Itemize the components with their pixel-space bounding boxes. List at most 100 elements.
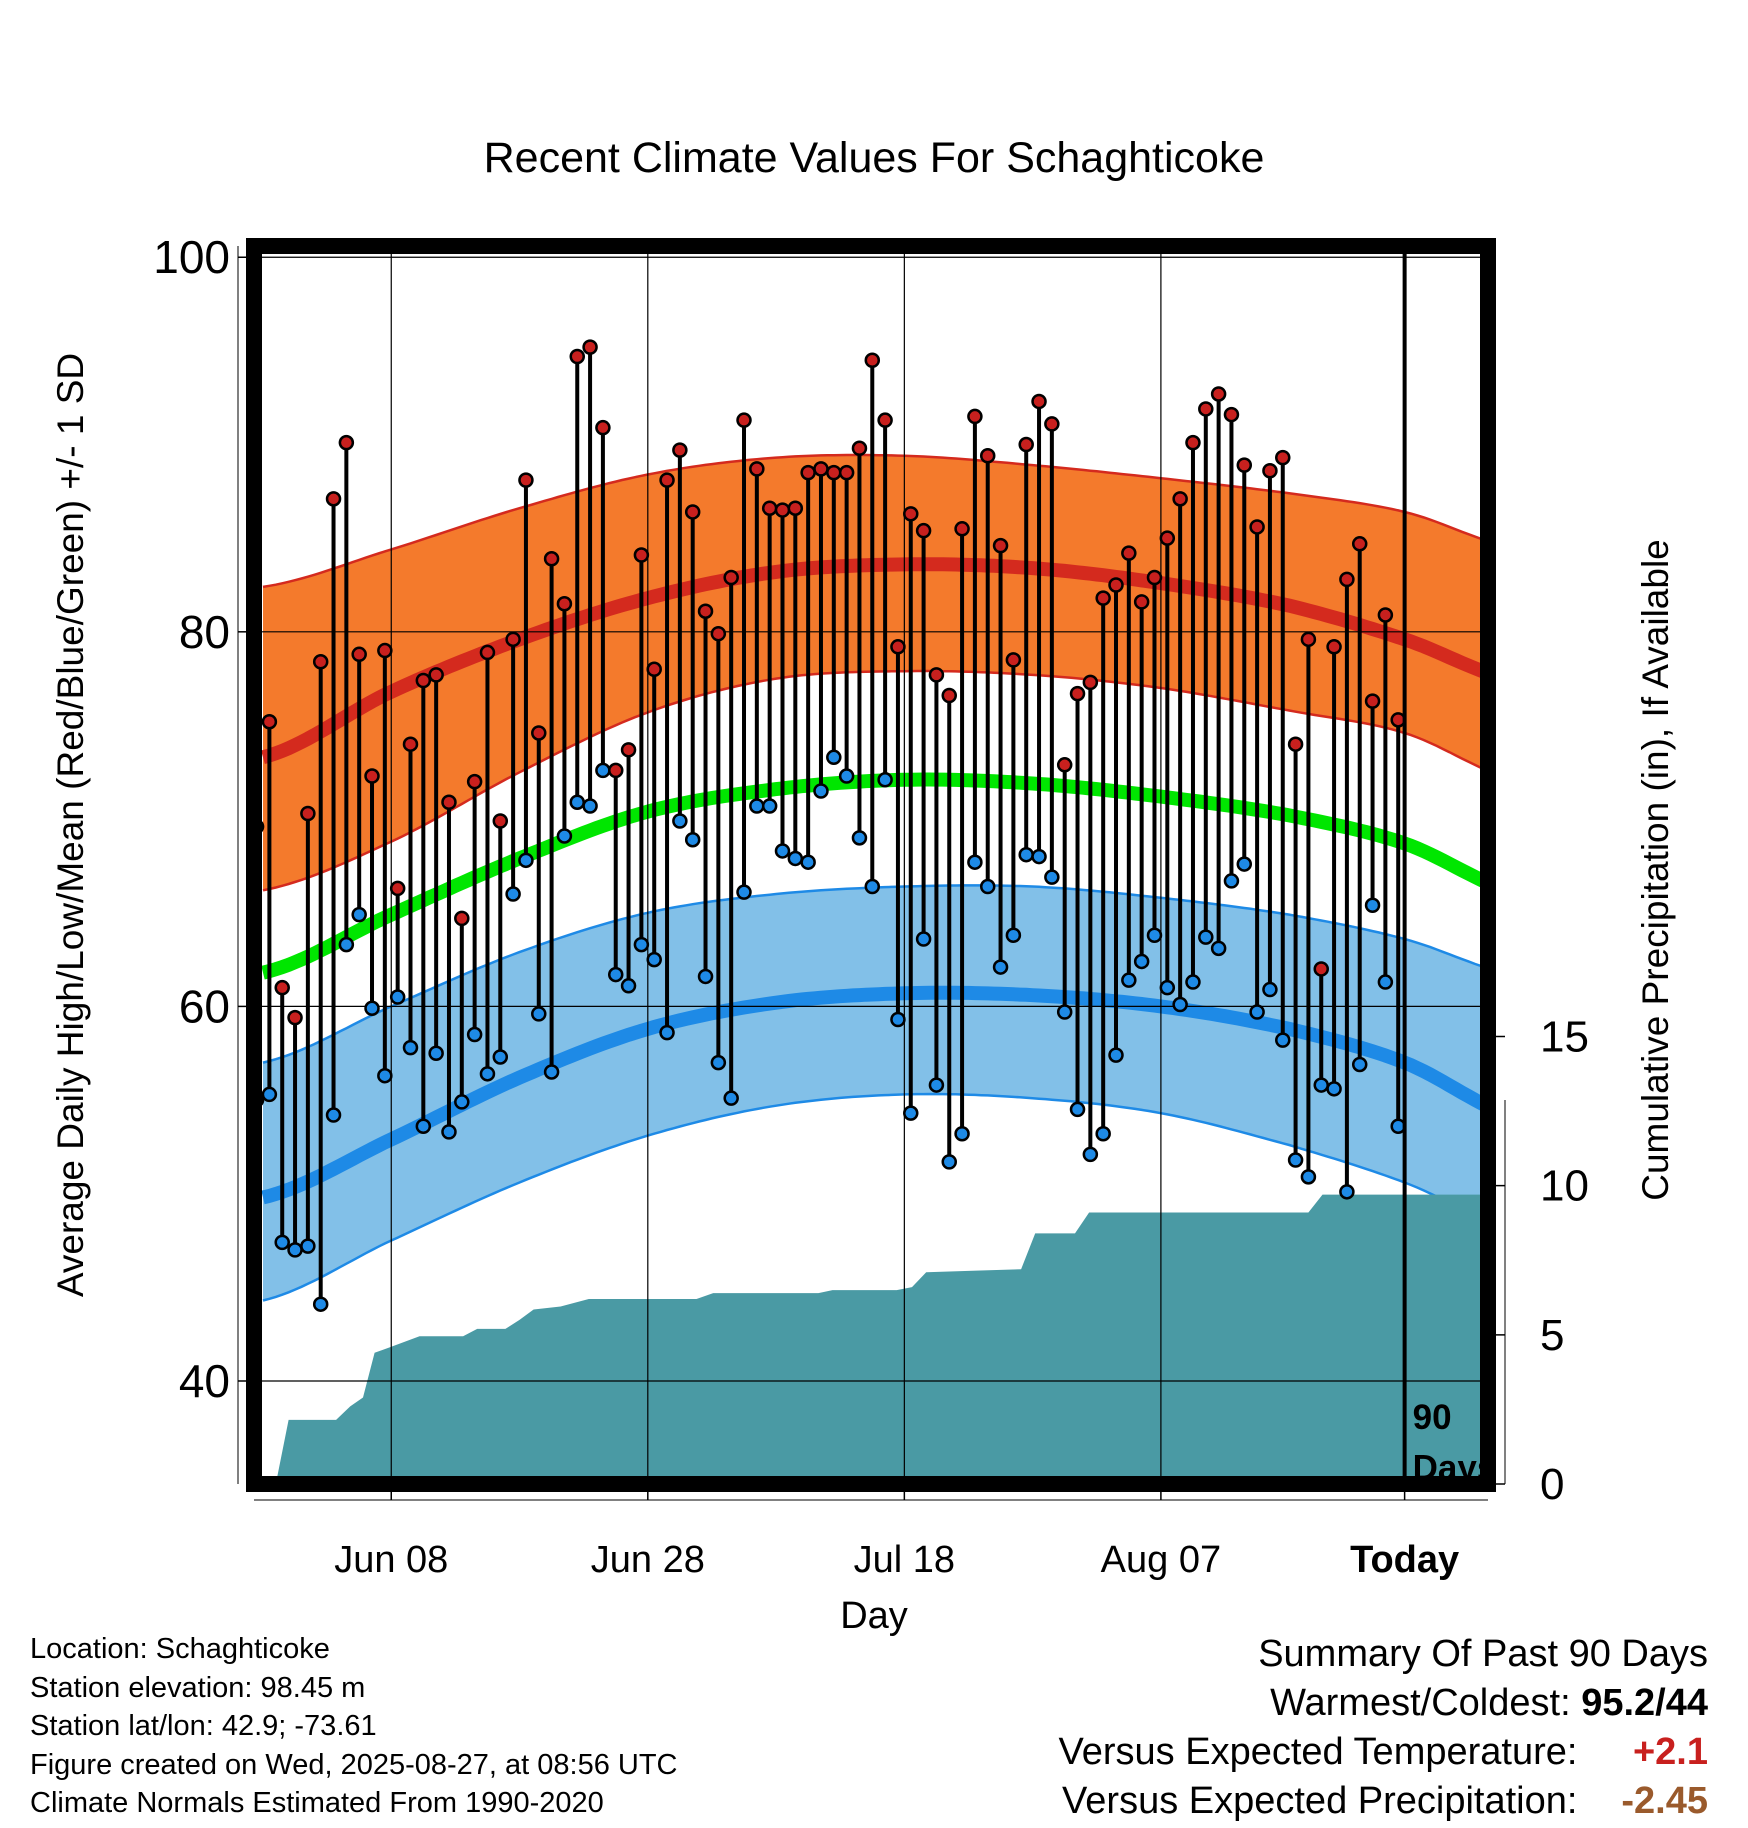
- high-point: [697, 603, 714, 619]
- low-point: [967, 854, 983, 870]
- location-text: Location: Schaghticoke: [30, 1633, 330, 1665]
- y2-axis-label: Cumulative Precipitation (in), If Availa…: [1635, 539, 1676, 1201]
- low-point: [1313, 1077, 1329, 1093]
- low-point: [646, 951, 662, 968]
- y-axis-label: Average Daily High/Low/Mean (Red/Blue/Gr…: [50, 353, 91, 1297]
- low-point: [1351, 1056, 1368, 1073]
- low-point: [1300, 1169, 1317, 1185]
- high-point: [1287, 736, 1304, 752]
- low-point: [749, 798, 765, 814]
- daily-stems: [254, 347, 1401, 1305]
- high-point: [813, 461, 829, 477]
- low-point: [928, 1077, 945, 1093]
- high-point: [1121, 545, 1137, 561]
- low-point: [877, 772, 893, 788]
- high-upper-edge: [262, 453, 1488, 589]
- low-point: [261, 1086, 278, 1103]
- low-point: [1082, 1146, 1099, 1163]
- low-point: [312, 1296, 329, 1312]
- high-point: [1236, 457, 1253, 473]
- high-point: [749, 461, 765, 477]
- low-point: [1210, 940, 1227, 957]
- high-point: [620, 742, 637, 758]
- warmest-label: Warmest/Coldest:: [1270, 1682, 1571, 1724]
- high-point: [582, 339, 598, 355]
- high-point: [479, 644, 496, 661]
- high-point: [633, 547, 650, 563]
- low-point: [697, 968, 714, 985]
- low-point: [479, 1066, 496, 1082]
- y2-tick-label: 10: [1540, 1162, 1589, 1211]
- low-point: [813, 783, 829, 799]
- low-point: [569, 794, 586, 811]
- temp-value: +2.1: [1632, 1731, 1708, 1773]
- high-point: [428, 667, 444, 683]
- normals-text: Climate Normals Estimated From 1990-2020: [30, 1787, 604, 1819]
- high-point: [531, 725, 547, 741]
- low-point: [1018, 846, 1034, 863]
- low-point: [1339, 1184, 1355, 1200]
- precip-value: -2.45: [1621, 1780, 1708, 1822]
- high-point: [1185, 434, 1201, 451]
- high-point: [402, 736, 419, 752]
- high-point: [1249, 519, 1265, 535]
- low-point: [1069, 1101, 1086, 1118]
- low-point: [620, 978, 637, 994]
- low-point: [1198, 929, 1214, 945]
- high-point: [1031, 393, 1047, 410]
- low-point: [684, 831, 701, 848]
- high-point: [1069, 685, 1086, 702]
- high-point: [1095, 590, 1111, 606]
- low-point: [941, 1154, 957, 1170]
- high-point: [1159, 530, 1176, 546]
- low-point: [1146, 927, 1163, 943]
- high-point: [1044, 416, 1060, 432]
- low-point: [979, 878, 996, 895]
- high-point: [1223, 406, 1240, 423]
- low-upper-edge: [262, 884, 1488, 1064]
- high-point: [312, 654, 329, 670]
- low-point: [1056, 1004, 1073, 1020]
- low-point: [1172, 996, 1188, 1013]
- low-point: [864, 878, 881, 895]
- high-point: [890, 639, 906, 655]
- high-point: [838, 464, 855, 481]
- low-point: [1121, 972, 1137, 988]
- high-point: [325, 491, 342, 507]
- high-point: [1326, 639, 1342, 655]
- high-point: [826, 464, 842, 481]
- high-point: [1364, 693, 1381, 709]
- high-point: [979, 448, 996, 464]
- summary-warmest-row: Warmest/Coldest: 95.2/44: [1059, 1679, 1708, 1728]
- low-point: [903, 1105, 919, 1121]
- low-point: [826, 749, 842, 766]
- low-point: [325, 1107, 342, 1123]
- high-point: [1005, 652, 1022, 668]
- low-point: [607, 966, 624, 983]
- low-point: [723, 1090, 739, 1106]
- axes: 40 60 80 100 0 5 10 15 Jun 08 Jun 28 Jul 18 Aug 07 T…: [153, 231, 1589, 1581]
- created-text: Figure created on Wed, 2025-08-27, at 08…: [30, 1748, 678, 1781]
- elevation-text: Station elevation: 98.45 m: [30, 1671, 366, 1704]
- summary-temp-row: Versus Expected Temperature: +2.1: [1059, 1728, 1708, 1777]
- high-point: [338, 434, 355, 451]
- low-point: [1377, 974, 1394, 990]
- low-point: [338, 936, 355, 953]
- low-point: [415, 1118, 432, 1135]
- low-point: [351, 906, 367, 923]
- high-point: [646, 661, 662, 678]
- low-point: [428, 1045, 444, 1061]
- low-point: [531, 1006, 547, 1022]
- x-tick-label: Today: [1350, 1539, 1459, 1581]
- high-point: [864, 352, 881, 368]
- low-point: [287, 1242, 303, 1258]
- chart-title: Recent Climate Values For Schaghticoke: [484, 134, 1265, 182]
- high-point: [1172, 491, 1188, 507]
- low-point: [582, 798, 598, 814]
- high-point: [569, 348, 586, 365]
- precip-label: Versus Expected Precipitation:: [1062, 1780, 1578, 1822]
- daily-points: [254, 339, 1406, 1312]
- y2-tick-label: 0: [1540, 1460, 1564, 1509]
- low-point: [441, 1124, 457, 1140]
- high-point: [1275, 449, 1291, 466]
